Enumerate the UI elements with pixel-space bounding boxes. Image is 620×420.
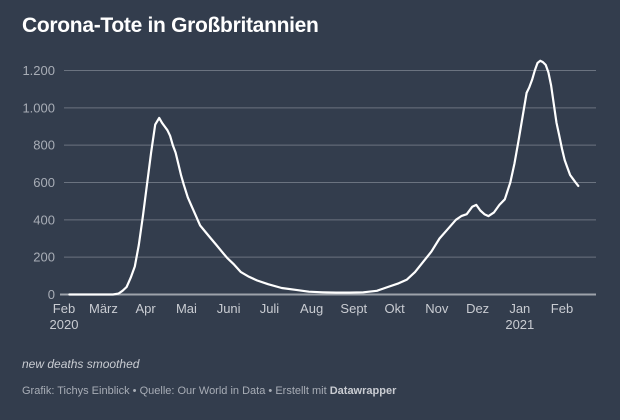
x-tick-label: Feb (53, 301, 75, 316)
footer-separator: • (132, 385, 137, 397)
chart-note: new deaths smoothed (22, 357, 140, 371)
x-tick-label: Sept (340, 301, 367, 316)
x-tick-label: Nov (425, 301, 449, 316)
y-tick-label: 800 (33, 138, 55, 153)
y-tick-label: 1.200 (22, 63, 55, 78)
footer-separator: • (268, 385, 273, 397)
x-tick-label: Aug (300, 301, 323, 316)
chart-title: Corona-Tote in Großbritannien (22, 14, 319, 37)
y-tick-label: 1.000 (22, 100, 55, 115)
footer: Grafik: Tichys Einblick • Quelle: Our Wo… (22, 385, 396, 397)
x-tick-label: März (89, 301, 118, 316)
y-tick-label: 600 (33, 175, 55, 190)
x-tick-year-label: 2021 (505, 317, 534, 332)
footer-credit: Grafik: Tichys Einblick (22, 385, 130, 397)
series-line-new-deaths (68, 59, 580, 296)
x-tick-label: Juli (260, 301, 280, 316)
x-tick-year-label: 2020 (50, 317, 79, 332)
x-tick-label: Apr (136, 301, 157, 316)
x-tick-label: Juni (217, 301, 241, 316)
y-tick-label: 0 (48, 287, 55, 302)
x-tick-label: Okt (385, 301, 406, 316)
x-tick-label: Mai (176, 301, 197, 316)
footer-source: Quelle: Our World in Data (139, 385, 266, 397)
x-tick-label: Feb (551, 301, 573, 316)
x-tick-label: Jan (509, 301, 530, 316)
footer-made-with: Erstellt mit (275, 385, 327, 397)
grid-lines (60, 70, 596, 296)
y-tick-label: 200 (33, 250, 55, 265)
x-tick-label: Dez (466, 301, 489, 316)
footer-datawrapper-link[interactable]: Datawrapper (329, 385, 397, 397)
y-axis-ticks: 0 200 400 600 800 1.000 1.200 (22, 63, 55, 302)
y-tick-label: 400 (33, 212, 55, 227)
